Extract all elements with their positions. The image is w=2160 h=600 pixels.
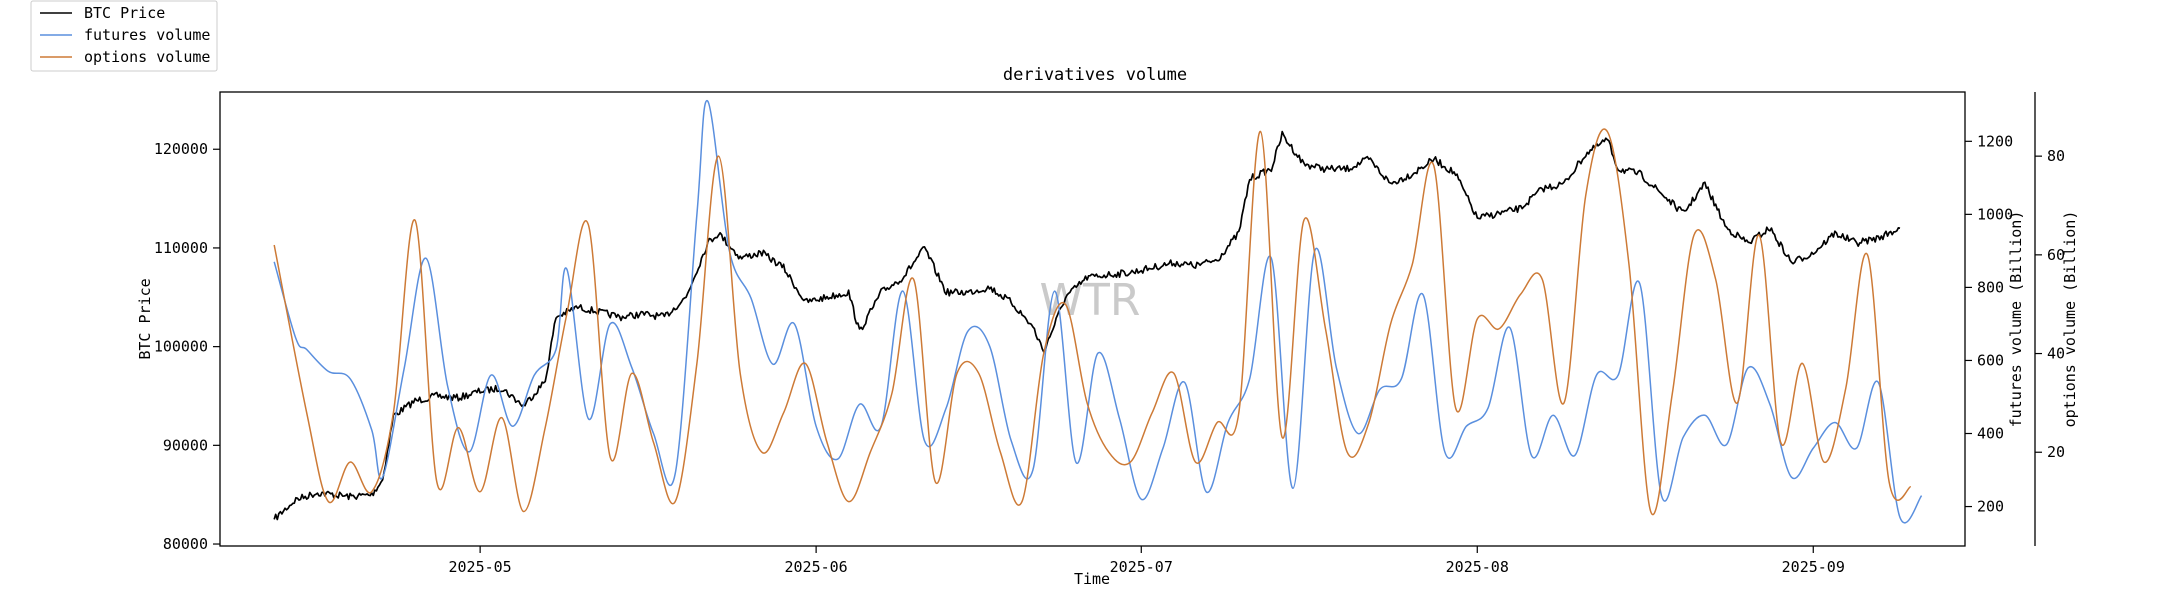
chart-title: derivatives volume — [1003, 65, 1187, 85]
futures-axis-label: futures volume (Billion) — [2007, 211, 2025, 428]
legend-box — [30, 0, 218, 72]
x-tick-label: 2025-05 — [449, 558, 512, 576]
options-tick-label: 40 — [2047, 345, 2065, 363]
legend-label: futures volume — [84, 26, 210, 44]
legend-label: BTC Price — [84, 4, 165, 22]
futures-tick-label: 1000 — [1977, 205, 2013, 223]
price-tick-label: 90000 — [163, 436, 208, 454]
options-volume-axis: 20 40 60 80 — [2035, 147, 2065, 461]
x-tick-label: 2025-07 — [1110, 558, 1173, 576]
watermark: WTR — [1040, 275, 1141, 326]
series-line-futures-volume — [273, 100, 1923, 524]
futures-tick-label: 1200 — [1977, 132, 2013, 150]
legend: BTC Price futures volume options volume — [30, 0, 218, 72]
x-axis-label: Time — [1074, 570, 1110, 588]
futures-tick-label: 400 — [1977, 425, 2004, 443]
options-axis-label: options volume (Billion) — [2061, 211, 2079, 428]
x-tick-label: 2025-09 — [1782, 558, 1845, 576]
price-axis: 80000 90000 100000 110000 120000 — [154, 140, 220, 553]
x-axis: 2025-05 2025-06 2025-07 2025-08 2025-09 — [449, 546, 1845, 576]
price-tick-label: 100000 — [154, 338, 208, 356]
futures-tick-label: 200 — [1977, 498, 2004, 516]
price-axis-label: BTC Price — [136, 278, 154, 359]
x-tick-label: 2025-08 — [1446, 558, 1509, 576]
series-line-options-volume — [273, 128, 1912, 516]
plot-area — [273, 100, 1923, 524]
price-tick-label: 120000 — [154, 140, 208, 158]
legend-label: options volume — [84, 48, 210, 66]
options-tick-label: 60 — [2047, 246, 2065, 264]
futures-tick-label: 600 — [1977, 351, 2004, 369]
x-tick-label: 2025-06 — [785, 558, 848, 576]
options-tick-label: 80 — [2047, 147, 2065, 165]
plot-frame — [219, 91, 1966, 547]
price-tick-label: 80000 — [163, 535, 208, 553]
futures-volume-axis: 200 400 600 800 1000 1200 — [1965, 132, 2013, 516]
legend-entries: BTC Price futures volume options volume — [40, 4, 210, 66]
series-line-btc-price — [273, 130, 1901, 521]
options-tick-label: 20 — [2047, 443, 2065, 461]
futures-tick-label: 800 — [1977, 278, 2004, 296]
price-tick-label: 110000 — [154, 239, 208, 257]
